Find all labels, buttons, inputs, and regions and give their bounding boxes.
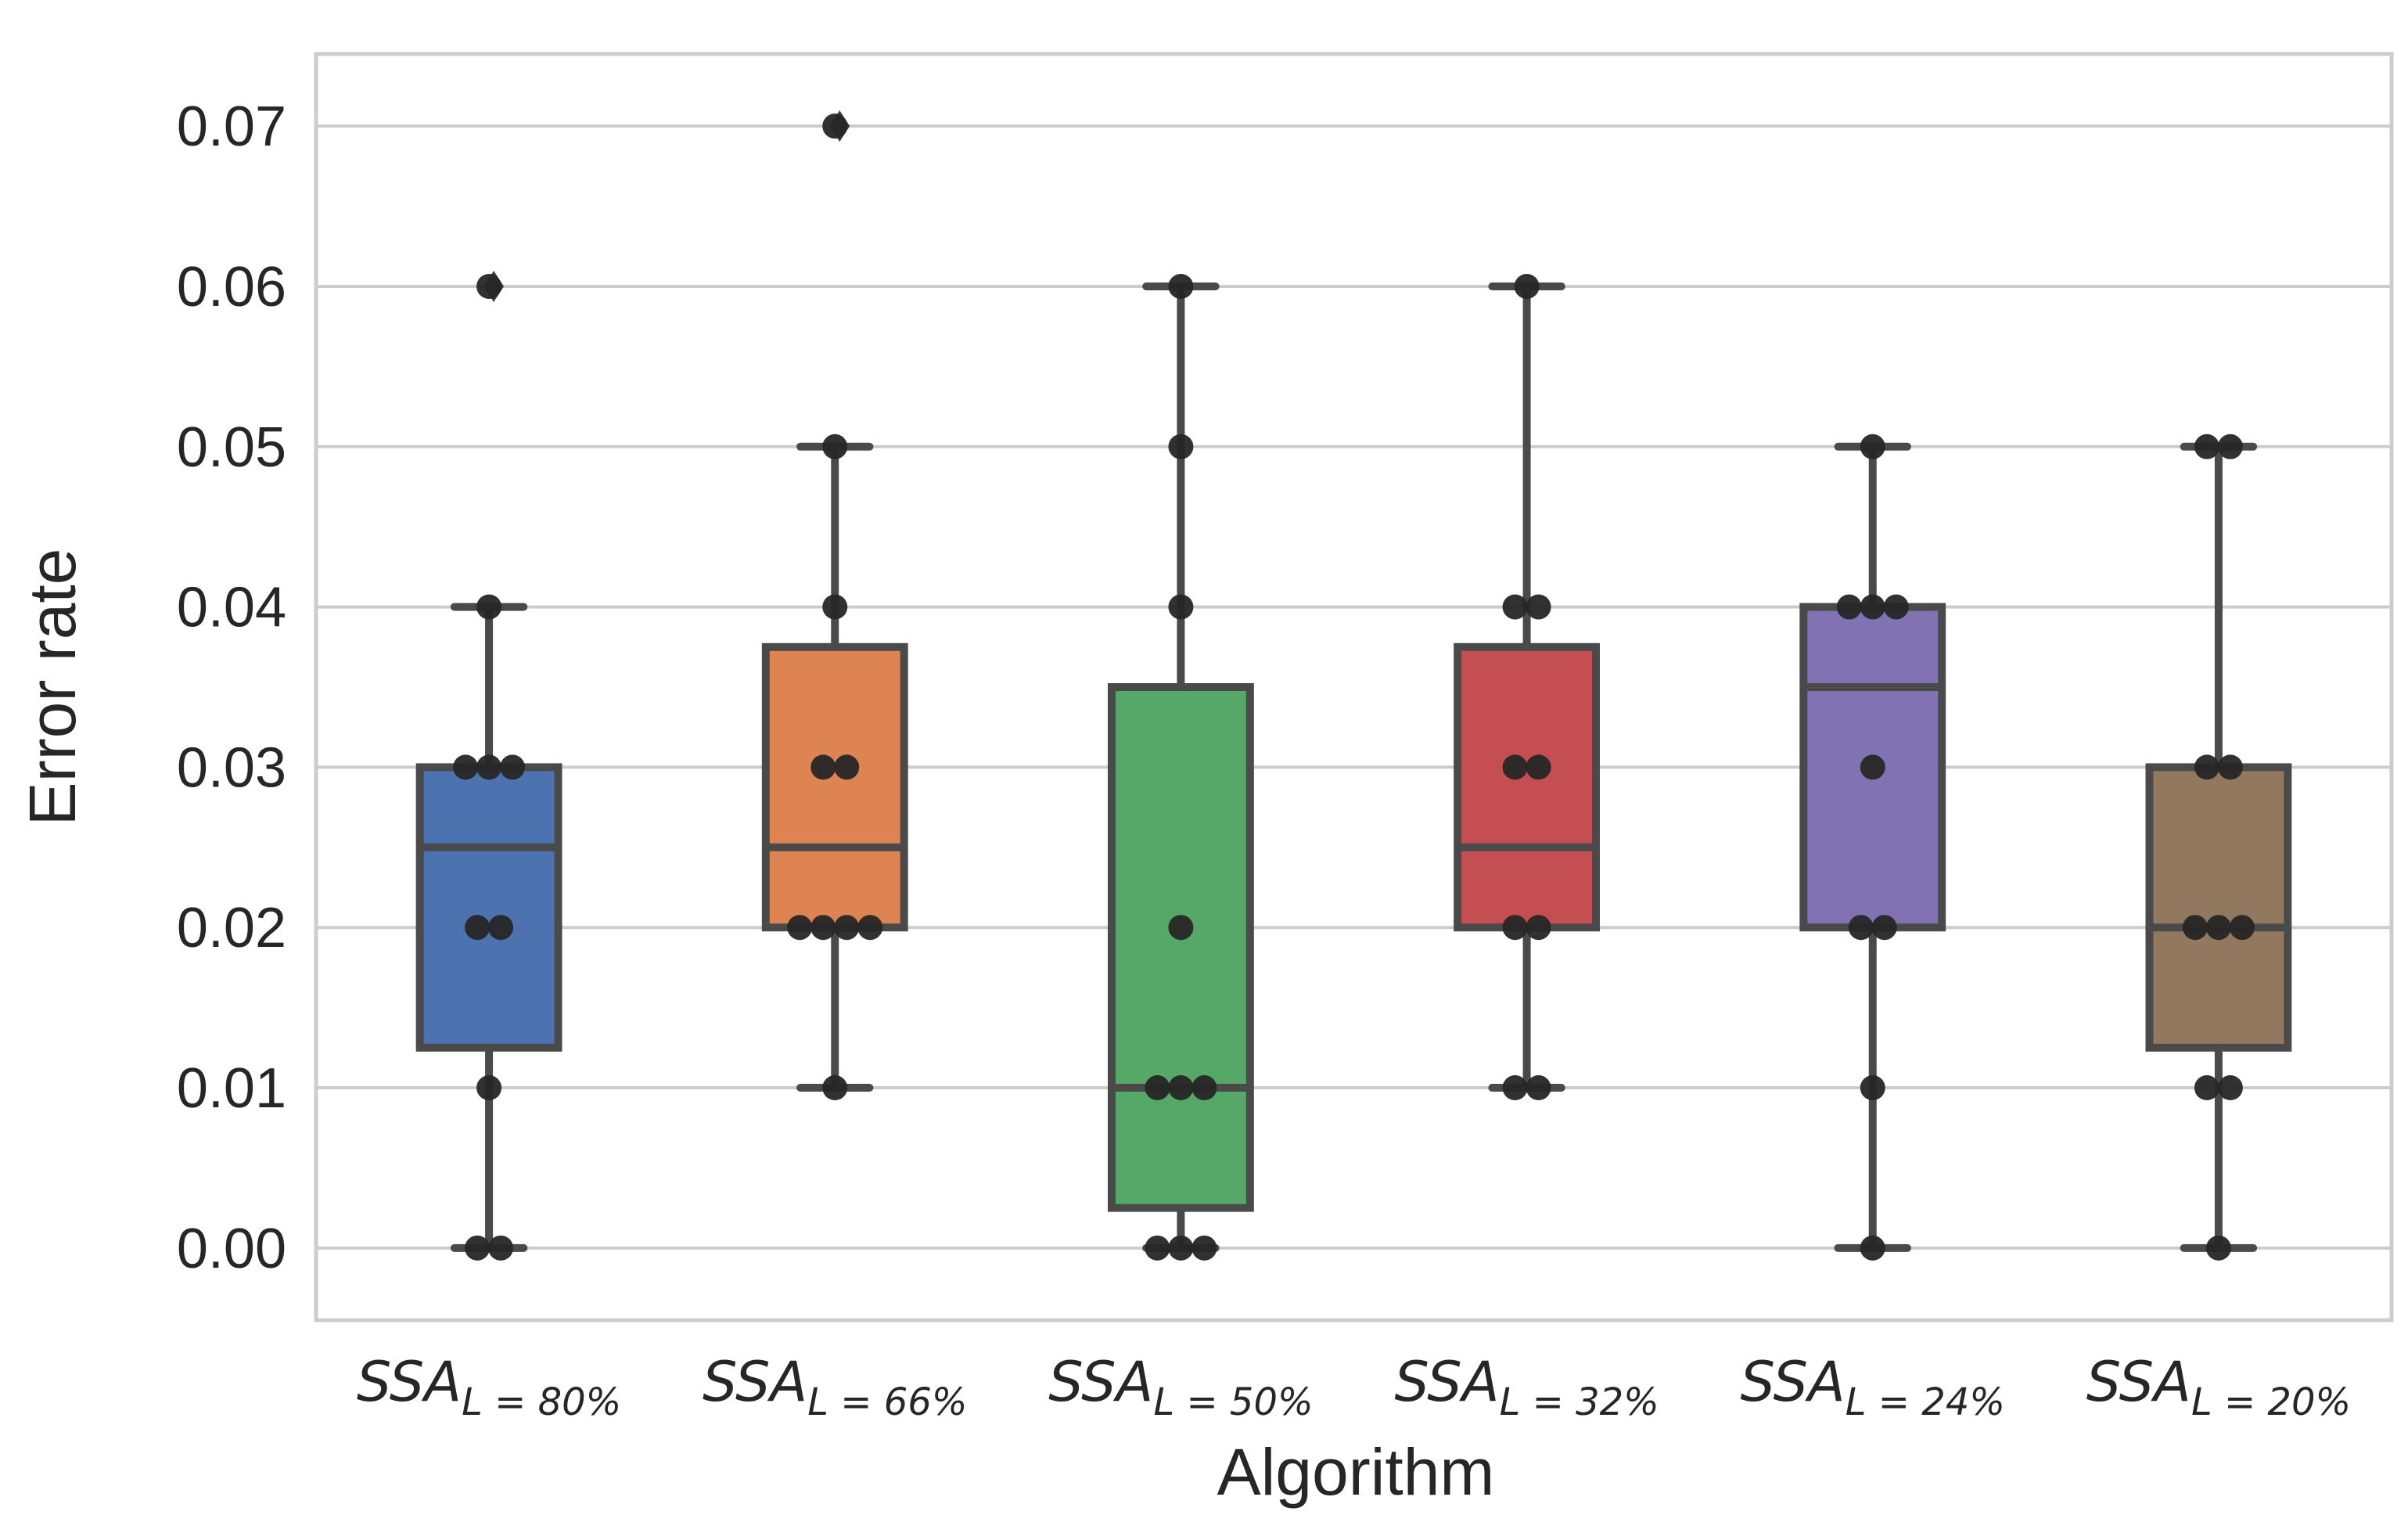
y-tick-label: 0.01 <box>177 1057 286 1120</box>
x-tick-label: SSAL = 32% <box>1394 1350 1659 1424</box>
data-point <box>1860 1235 1885 1261</box>
y-tick-label: 0.04 <box>177 577 286 639</box>
box-iqr <box>415 763 562 1052</box>
box-iqr <box>761 642 908 932</box>
data-point <box>2205 1235 2231 1261</box>
data-point <box>2217 754 2243 780</box>
data-point <box>488 915 514 941</box>
data-point <box>476 594 502 620</box>
plot-frame <box>314 52 2394 1322</box>
y-tick-label: 0.05 <box>177 416 286 479</box>
data-point <box>1168 1075 1194 1101</box>
data-point <box>1145 1235 1170 1261</box>
x-tick-label-subscript: L = 66% <box>807 1380 967 1424</box>
data-point <box>822 113 848 139</box>
data-point <box>2182 915 2208 941</box>
data-point <box>1502 915 1528 941</box>
data-point <box>1191 1075 1217 1101</box>
x-tick-label: SSAL = 80% <box>357 1350 621 1424</box>
x-tick-label-subscript: L = 24% <box>1846 1380 2005 1424</box>
data-point <box>453 754 479 780</box>
data-point <box>1168 594 1194 620</box>
data-point <box>1502 594 1528 620</box>
data-point <box>1860 434 1885 459</box>
data-point <box>822 1075 848 1101</box>
data-point <box>1526 1075 1551 1101</box>
data-point <box>1168 273 1194 299</box>
data-point <box>500 754 526 780</box>
data-point <box>2229 915 2255 941</box>
data-point <box>2194 434 2219 459</box>
x-tick-label: SSAL = 20% <box>2086 1350 2351 1424</box>
box-iqr <box>2145 763 2292 1052</box>
data-point <box>1514 273 1540 299</box>
data-point <box>2205 915 2231 941</box>
x-tick-label-main: SSA <box>1741 1350 1846 1414</box>
data-point <box>834 754 860 780</box>
data-point <box>822 594 848 620</box>
box-iqr <box>1454 642 1601 932</box>
y-tick-label: 0.07 <box>177 95 286 158</box>
data-point <box>1871 915 1897 941</box>
data-point <box>465 1235 491 1261</box>
y-tick-label: 0.02 <box>177 897 286 959</box>
x-tick-label-subscript: L = 32% <box>1500 1380 1659 1424</box>
data-point <box>810 915 836 941</box>
data-point <box>2194 754 2219 780</box>
plot-area <box>316 54 2392 1320</box>
data-point <box>465 915 491 941</box>
x-tick-label-main: SSA <box>357 1350 462 1414</box>
data-point <box>1168 915 1194 941</box>
x-tick-label-main: SSA <box>1394 1350 1499 1414</box>
box-iqr <box>1107 683 1254 1212</box>
x-tick-label-subscript: L = 50% <box>1153 1380 1313 1424</box>
data-point <box>476 273 502 299</box>
x-tick-label: SSAL = 50% <box>1048 1350 1313 1424</box>
data-point <box>1848 915 1874 941</box>
y-tick-label: 0.03 <box>177 736 286 799</box>
data-point <box>1860 1075 1885 1101</box>
x-tick-label-main: SSA <box>703 1350 807 1414</box>
data-point <box>476 754 502 780</box>
x-tick-label-subscript: L = 20% <box>2191 1380 2351 1424</box>
data-point <box>834 915 860 941</box>
y-tick-label: 0.06 <box>177 256 286 318</box>
y-axis-title: Error rate <box>16 549 89 826</box>
data-point <box>1168 1235 1194 1261</box>
x-tick-label-main: SSA <box>2086 1350 2191 1414</box>
data-point <box>2217 434 2243 459</box>
data-point <box>1860 754 1885 780</box>
data-point <box>1502 754 1528 780</box>
data-point <box>787 915 813 941</box>
data-point <box>822 434 848 459</box>
data-point <box>476 1075 502 1101</box>
data-point <box>810 754 836 780</box>
data-point <box>857 915 883 941</box>
data-point <box>1526 915 1551 941</box>
data-point <box>1883 594 1909 620</box>
y-tick-label: 0.00 <box>177 1218 286 1280</box>
data-point <box>1836 594 1862 620</box>
data-point <box>1191 1235 1217 1261</box>
x-tick-label-main: SSA <box>1048 1350 1153 1414</box>
x-axis-title: Algorithm <box>1217 1435 1495 1509</box>
data-point <box>1526 754 1551 780</box>
x-tick-label: SSAL = 24% <box>1741 1350 2005 1424</box>
data-point <box>1145 1075 1170 1101</box>
data-point <box>1502 1075 1528 1101</box>
data-point <box>488 1235 514 1261</box>
data-point <box>1526 594 1551 620</box>
x-tick-label: SSAL = 66% <box>703 1350 967 1424</box>
data-point <box>2194 1075 2219 1101</box>
data-point <box>2217 1075 2243 1101</box>
data-point <box>1168 434 1194 459</box>
data-point <box>1860 594 1885 620</box>
x-tick-label-subscript: L = 80% <box>462 1380 621 1424</box>
